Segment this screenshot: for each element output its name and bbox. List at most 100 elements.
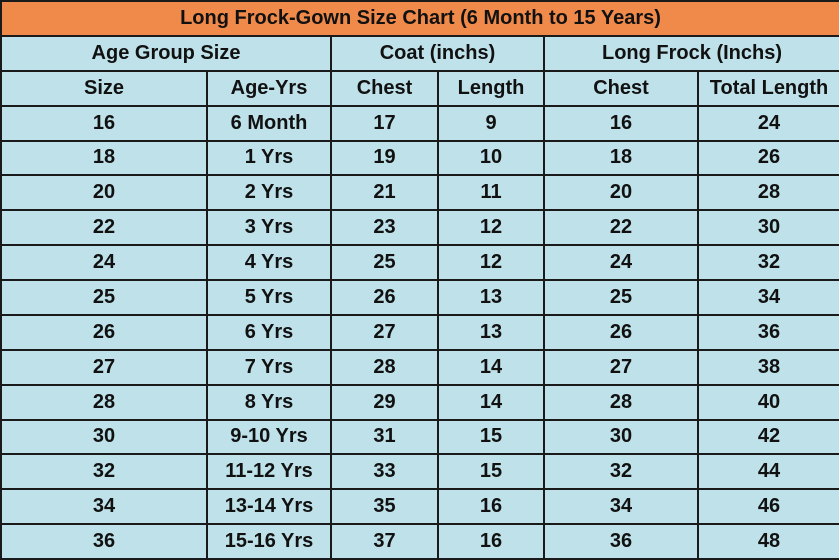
group-header: Long Frock (Inchs) <box>543 34 839 72</box>
data-cell: 25 <box>543 279 699 316</box>
data-cell: 16 <box>0 104 208 142</box>
title-row: Long Frock-Gown Size Chart (6 Month to 1… <box>0 0 839 37</box>
data-cell: 28 <box>330 348 439 386</box>
data-cell: 4 Yrs <box>206 244 332 281</box>
data-cell: 25 <box>330 244 439 281</box>
data-row: 16 6 Month 17 9 16 24 <box>0 104 839 142</box>
column-header: Chest <box>543 69 699 107</box>
data-cell: 13 <box>437 279 545 316</box>
data-cell: 18 <box>0 139 208 177</box>
column-header: Length <box>437 69 545 107</box>
data-cell: 27 <box>330 313 439 351</box>
data-cell: 1 Yrs <box>206 139 332 177</box>
data-cell: 34 <box>697 279 839 316</box>
data-cell: 34 <box>543 488 699 526</box>
data-row: 26 6 Yrs 27 13 26 36 <box>0 313 839 351</box>
group-header: Coat (inchs) <box>330 34 545 72</box>
data-cell: 17 <box>330 104 439 142</box>
data-cell: 10 <box>437 139 545 177</box>
column-header: Chest <box>330 69 439 107</box>
data-cell: 16 <box>437 488 545 526</box>
data-cell: 14 <box>437 348 545 386</box>
data-cell: 32 <box>0 453 208 491</box>
data-cell: 22 <box>543 209 699 247</box>
data-row: 18 1 Yrs 19 10 18 26 <box>0 139 839 177</box>
data-row: 28 8 Yrs 29 14 28 40 <box>0 383 839 421</box>
data-row: 22 3 Yrs 23 12 22 30 <box>0 209 839 247</box>
data-cell: 2 Yrs <box>206 174 332 212</box>
column-header-row: Size Age-Yrs Chest Length Chest Total Length <box>0 69 839 107</box>
data-row: 25 5 Yrs 26 13 25 34 <box>0 279 839 316</box>
data-cell: 24 <box>0 244 208 281</box>
group-header: Age Group Size <box>0 34 332 72</box>
data-cell: 18 <box>543 139 699 177</box>
data-cell: 35 <box>330 488 439 526</box>
data-cell: 30 <box>697 209 839 247</box>
data-cell: 37 <box>330 523 439 560</box>
data-cell: 20 <box>543 174 699 212</box>
data-cell: 27 <box>0 348 208 386</box>
group-header-row: Age Group Size Coat (inchs) Long Frock (In… <box>0 34 839 72</box>
data-row: 32 11-12 Yrs 33 15 32 44 <box>0 453 839 491</box>
data-cell: 32 <box>697 244 839 281</box>
data-cell: 6 Month <box>206 104 332 142</box>
data-cell: 11 <box>437 174 545 212</box>
data-cell: 15 <box>437 453 545 491</box>
data-cell: 13 <box>437 313 545 351</box>
data-cell: 36 <box>543 523 699 560</box>
data-cell: 25 <box>0 279 208 316</box>
data-cell: 9 <box>437 104 545 142</box>
data-cell: 42 <box>697 418 839 456</box>
data-cell: 38 <box>697 348 839 386</box>
data-cell: 9-10 Yrs <box>206 418 332 456</box>
data-cell: 11-12 Yrs <box>206 453 332 491</box>
data-row: 30 9-10 Yrs 31 15 30 42 <box>0 418 839 456</box>
data-cell: 44 <box>697 453 839 491</box>
data-cell: 16 <box>543 104 699 142</box>
column-header: Age-Yrs <box>206 69 332 107</box>
data-cell: 26 <box>543 313 699 351</box>
data-cell: 24 <box>543 244 699 281</box>
data-cell: 27 <box>543 348 699 386</box>
data-cell: 26 <box>697 139 839 177</box>
data-cell: 29 <box>330 383 439 421</box>
data-cell: 26 <box>0 313 208 351</box>
data-cell: 31 <box>330 418 439 456</box>
data-cell: 32 <box>543 453 699 491</box>
data-cell: 13-14 Yrs <box>206 488 332 526</box>
data-cell: 12 <box>437 209 545 247</box>
data-row: 34 13-14 Yrs 35 16 34 46 <box>0 488 839 526</box>
data-cell: 5 Yrs <box>206 279 332 316</box>
data-cell: 48 <box>697 523 839 560</box>
data-cell: 28 <box>543 383 699 421</box>
data-cell: 36 <box>0 523 208 560</box>
data-cell: 8 Yrs <box>206 383 332 421</box>
data-row: 20 2 Yrs 21 11 20 28 <box>0 174 839 212</box>
data-cell: 40 <box>697 383 839 421</box>
column-header: Size <box>0 69 208 107</box>
data-cell: 15 <box>437 418 545 456</box>
data-cell: 28 <box>697 174 839 212</box>
data-cell: 12 <box>437 244 545 281</box>
data-cell: 16 <box>437 523 545 560</box>
data-cell: 30 <box>543 418 699 456</box>
data-cell: 28 <box>0 383 208 421</box>
data-cell: 26 <box>330 279 439 316</box>
data-cell: 46 <box>697 488 839 526</box>
data-cell: 20 <box>0 174 208 212</box>
column-header: Total Length <box>697 69 839 107</box>
data-cell: 33 <box>330 453 439 491</box>
data-cell: 22 <box>0 209 208 247</box>
data-cell: 15-16 Yrs <box>206 523 332 560</box>
table-title: Long Frock-Gown Size Chart (6 Month to 1… <box>0 0 839 37</box>
data-cell: 34 <box>0 488 208 526</box>
data-row: 27 7 Yrs 28 14 27 38 <box>0 348 839 386</box>
data-cell: 24 <box>697 104 839 142</box>
data-cell: 19 <box>330 139 439 177</box>
data-cell: 23 <box>330 209 439 247</box>
data-cell: 6 Yrs <box>206 313 332 351</box>
data-row: 24 4 Yrs 25 12 24 32 <box>0 244 839 281</box>
